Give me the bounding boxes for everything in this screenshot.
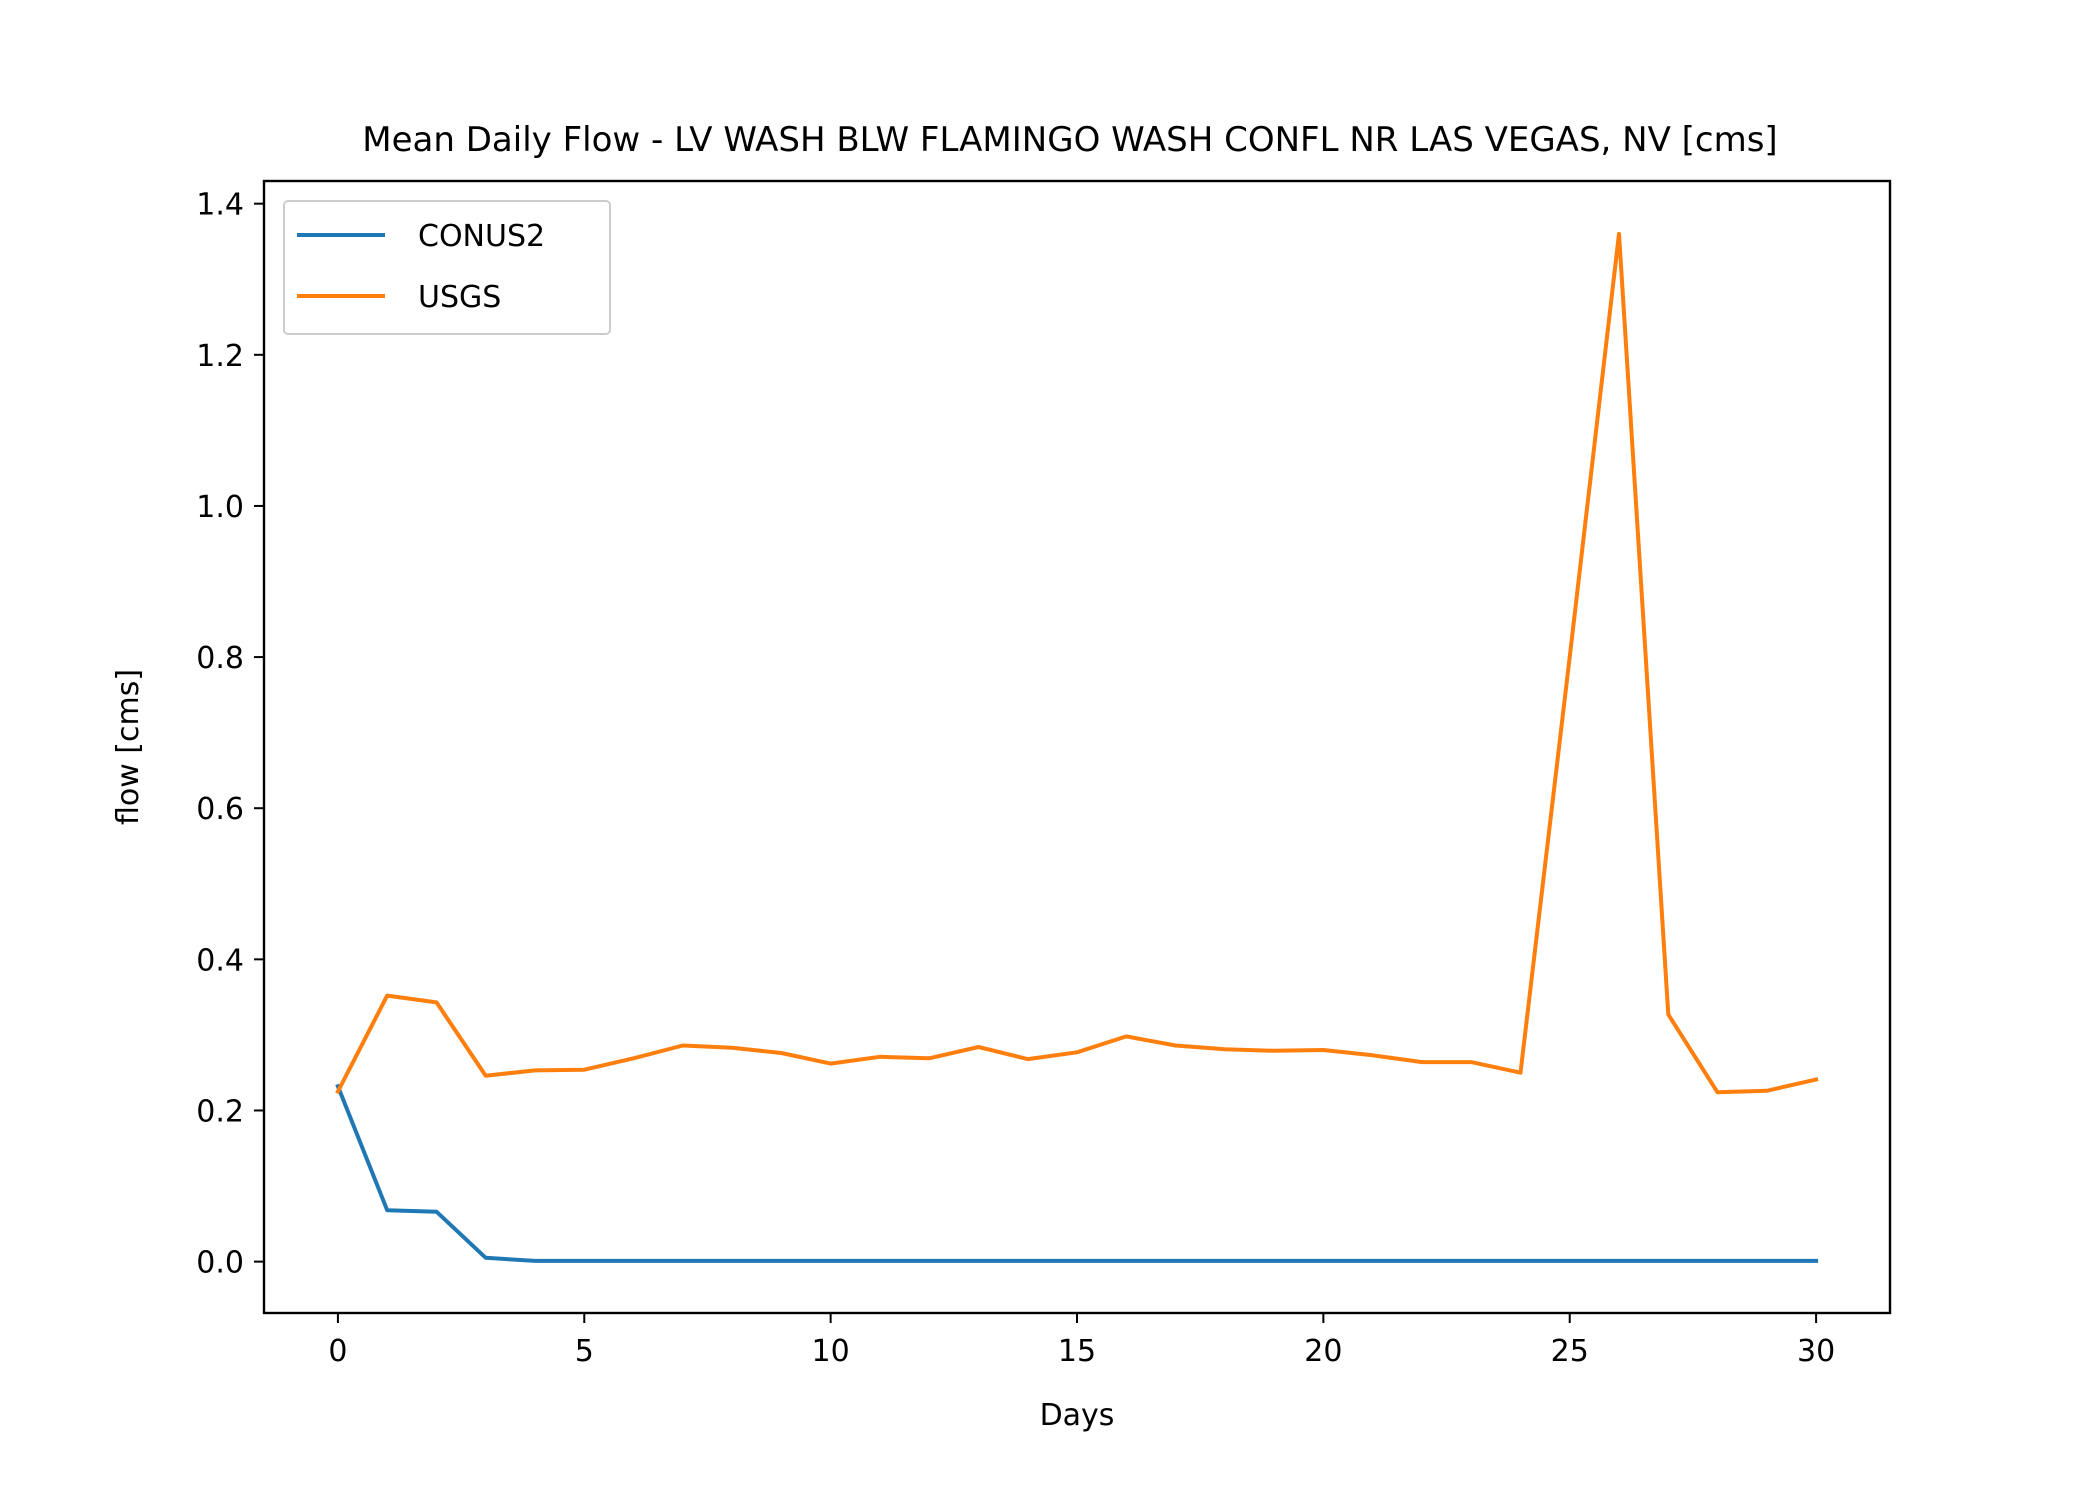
legend: CONUS2 USGS xyxy=(283,200,611,335)
y-tick-label: 0.4 xyxy=(196,943,244,978)
x-tick-label: 0 xyxy=(328,1334,347,1369)
x-axis-label: Days xyxy=(1040,1398,1115,1433)
y-tick-label: 0.8 xyxy=(196,641,244,676)
x-tick-label: 25 xyxy=(1551,1334,1589,1369)
x-tick-label: 5 xyxy=(575,1334,594,1369)
series-layer xyxy=(335,231,1819,1263)
y-tick-label: 1.4 xyxy=(196,188,244,223)
x-tick-label: 30 xyxy=(1797,1334,1835,1369)
series-line-usgs xyxy=(335,231,1819,1095)
y-tick-label: 1.2 xyxy=(196,339,244,374)
plot-area xyxy=(262,179,1892,1315)
legend-label-usgs: USGS xyxy=(418,280,501,315)
y-tick-label: 0.2 xyxy=(196,1094,244,1129)
y-tick-label: 0.0 xyxy=(196,1246,244,1281)
x-axis: 0 5 10 15 20 25 30 xyxy=(328,1313,1835,1369)
x-tick-label: 15 xyxy=(1058,1334,1096,1369)
y-tick-label: 1.0 xyxy=(196,490,244,525)
legend-label-conus2: CONUS2 xyxy=(418,219,545,254)
y-axis: 0.0 0.2 0.4 0.6 0.8 1.0 1.2 1.4 xyxy=(196,188,264,1281)
legend-entries: CONUS2 USGS xyxy=(297,219,545,315)
x-tick-label: 10 xyxy=(812,1334,850,1369)
x-tick-label: 20 xyxy=(1304,1334,1342,1369)
y-tick-label: 0.6 xyxy=(196,792,244,827)
y-axis-label: flow [cms] xyxy=(111,669,146,825)
plot-frame xyxy=(262,179,1892,1315)
series-line-conus2 xyxy=(335,1083,1819,1263)
chart-title: Mean Daily Flow - LV WASH BLW FLAMINGO W… xyxy=(362,120,1777,160)
